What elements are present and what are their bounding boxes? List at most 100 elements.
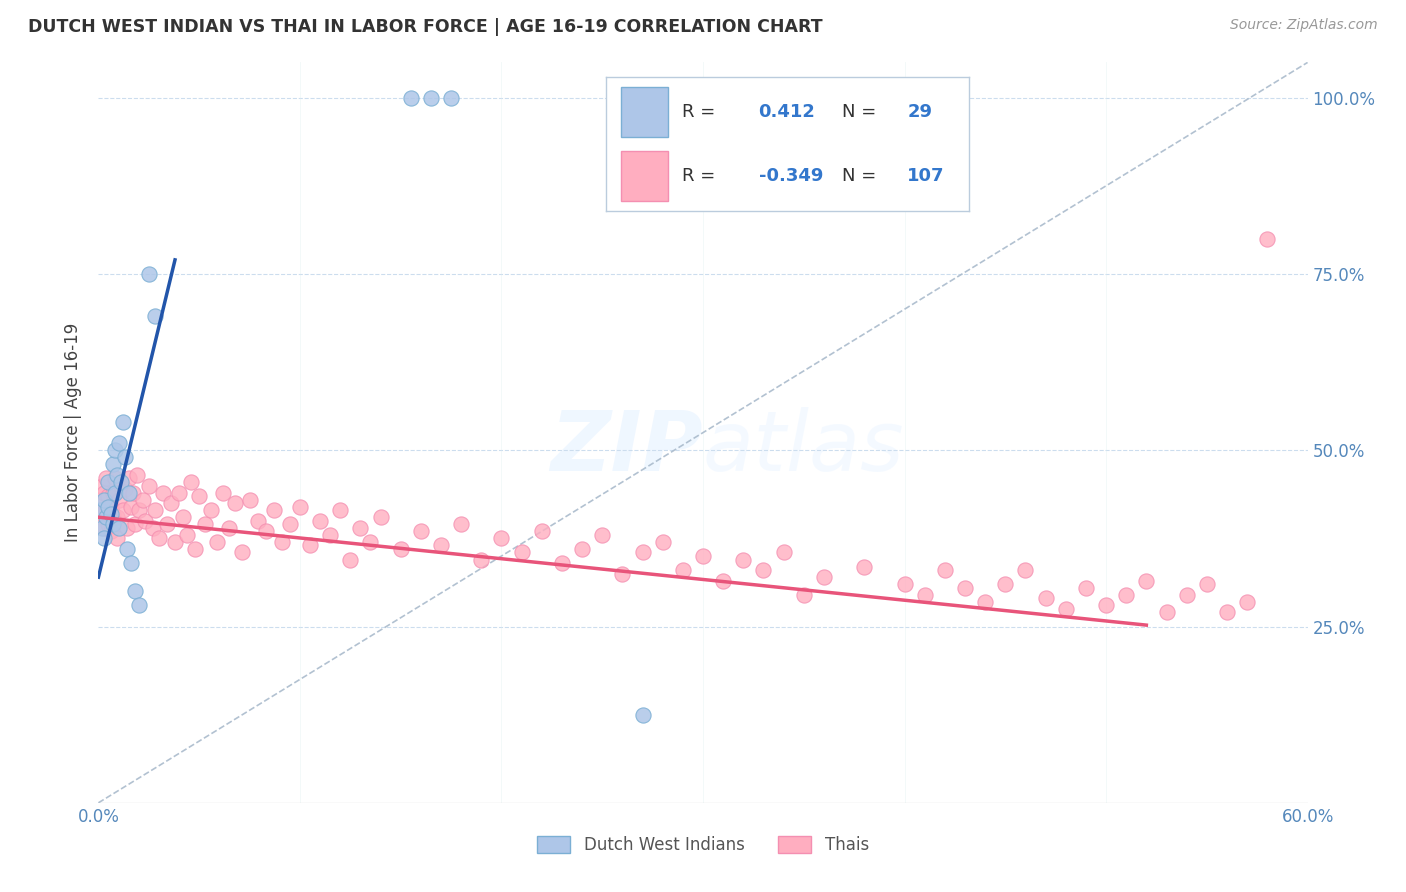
- Point: [953, 581, 976, 595]
- Point: [100, 507, 122, 521]
- Point: [148, 532, 170, 546]
- Point: [420, 91, 443, 105]
- Point: [134, 514, 156, 528]
- Point: [793, 588, 815, 602]
- Point: [349, 521, 371, 535]
- Point: [207, 535, 229, 549]
- Text: Source: ZipAtlas.com: Source: ZipAtlas.com: [1230, 18, 1378, 32]
- Point: [111, 415, 134, 429]
- Point: [111, 503, 134, 517]
- Point: [1216, 606, 1239, 620]
- Point: [89, 503, 111, 517]
- Point: [105, 532, 128, 546]
- Text: ZIP: ZIP: [550, 407, 703, 488]
- Point: [118, 471, 141, 485]
- Point: [1175, 588, 1198, 602]
- Point: [591, 528, 613, 542]
- Point: [1156, 606, 1178, 620]
- Point: [103, 485, 125, 500]
- Point: [100, 524, 122, 539]
- Point: [152, 485, 174, 500]
- Point: [114, 450, 136, 465]
- Point: [651, 535, 673, 549]
- Point: [89, 492, 111, 507]
- Point: [124, 584, 146, 599]
- Point: [974, 595, 997, 609]
- Point: [278, 517, 301, 532]
- Point: [128, 599, 150, 613]
- Point: [156, 517, 179, 532]
- Point: [143, 503, 166, 517]
- Point: [551, 556, 574, 570]
- Y-axis label: In Labor Force | Age 16-19: In Labor Force | Age 16-19: [65, 323, 83, 542]
- Point: [571, 541, 593, 556]
- Point: [430, 538, 453, 552]
- Point: [263, 503, 285, 517]
- Point: [853, 559, 876, 574]
- Point: [772, 545, 794, 559]
- Point: [172, 510, 194, 524]
- Point: [200, 503, 222, 517]
- Point: [124, 517, 146, 532]
- Point: [93, 492, 115, 507]
- Point: [184, 541, 207, 556]
- Point: [231, 545, 253, 559]
- Point: [167, 485, 190, 500]
- Point: [115, 541, 138, 556]
- Point: [339, 552, 361, 566]
- Point: [138, 478, 160, 492]
- Point: [97, 500, 120, 514]
- Legend: Dutch West Indians, Thais: Dutch West Indians, Thais: [530, 830, 876, 861]
- Point: [91, 478, 114, 492]
- Point: [893, 577, 915, 591]
- Point: [96, 503, 118, 517]
- Point: [97, 475, 120, 489]
- Point: [120, 500, 142, 514]
- Text: DUTCH WEST INDIAN VS THAI IN LABOR FORCE | AGE 16-19 CORRELATION CHART: DUTCH WEST INDIAN VS THAI IN LABOR FORCE…: [28, 18, 823, 36]
- Point: [1115, 588, 1137, 602]
- Point: [299, 538, 322, 552]
- Point: [389, 541, 412, 556]
- Point: [470, 552, 492, 566]
- Point: [107, 492, 129, 507]
- Point: [188, 489, 211, 503]
- Point: [160, 496, 183, 510]
- Text: atlas: atlas: [703, 407, 904, 488]
- Point: [125, 467, 148, 482]
- Point: [97, 517, 120, 532]
- Point: [254, 524, 277, 539]
- Point: [491, 532, 513, 546]
- Point: [100, 500, 122, 514]
- Point: [93, 532, 115, 546]
- Point: [246, 514, 269, 528]
- Point: [93, 521, 115, 535]
- Point: [631, 707, 654, 722]
- Point: [329, 503, 352, 517]
- Point: [370, 510, 392, 524]
- Point: [530, 524, 553, 539]
- Point: [96, 510, 118, 524]
- Point: [120, 556, 142, 570]
- Point: [1195, 577, 1218, 591]
- Point: [118, 485, 141, 500]
- Point: [360, 535, 382, 549]
- Point: [142, 521, 165, 535]
- Point: [128, 503, 150, 517]
- Point: [309, 514, 332, 528]
- Point: [224, 496, 246, 510]
- Point: [270, 535, 292, 549]
- Point: [105, 467, 128, 482]
- Point: [813, 570, 835, 584]
- Point: [180, 475, 202, 489]
- Point: [110, 478, 132, 492]
- Point: [107, 521, 129, 535]
- Point: [1256, 232, 1278, 246]
- Point: [132, 492, 155, 507]
- Point: [176, 528, 198, 542]
- Point: [440, 91, 463, 105]
- Point: [934, 563, 956, 577]
- Point: [105, 510, 128, 524]
- Point: [239, 492, 262, 507]
- Point: [752, 563, 775, 577]
- Point: [212, 485, 235, 500]
